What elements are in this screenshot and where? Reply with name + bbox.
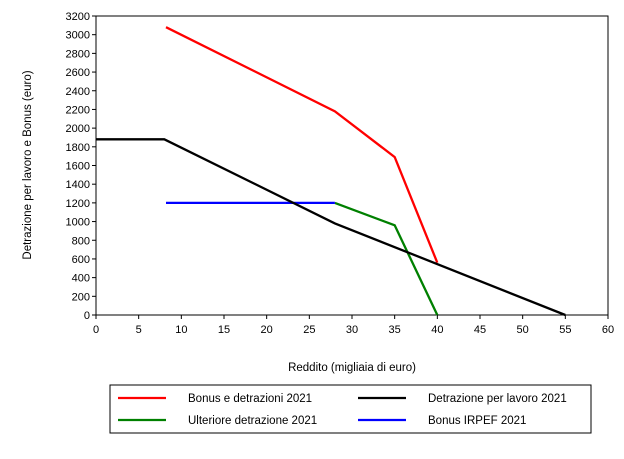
x-tick-label: 50 xyxy=(517,324,529,336)
legend-label: Ulteriore detrazione 2021 xyxy=(188,415,317,427)
y-tick-label: 1600 xyxy=(66,161,90,173)
legend: Bonus e detrazioni 2021 Detrazione per la… xyxy=(118,393,567,427)
y-tick-label: 2800 xyxy=(66,48,90,60)
series-layer xyxy=(96,26,566,317)
y-axis-title: Detrazione per lavoro e Bonus (euro) xyxy=(22,70,34,259)
y-tick-label: 800 xyxy=(72,235,90,247)
y-tick-label: 400 xyxy=(72,273,90,285)
y-tick-label: 3200 xyxy=(66,11,90,23)
legend-label: Bonus IRPEF 2021 xyxy=(428,415,526,427)
y-tick-label: 3000 xyxy=(66,30,90,42)
y-tick-label: 2000 xyxy=(66,123,90,135)
y-tick-label: 1000 xyxy=(66,217,90,229)
y-tick-label: 2400 xyxy=(66,86,90,98)
y-tick-label: 2600 xyxy=(66,67,90,79)
x-tick-label: 35 xyxy=(389,324,401,336)
series-line-ulteriore-detrazione-2021 xyxy=(334,201,439,316)
x-tick-label: 0 xyxy=(93,324,99,336)
x-tick-label: 10 xyxy=(175,324,187,336)
y-tick-label: 1800 xyxy=(66,142,90,154)
y-tick-label: 0 xyxy=(84,310,90,322)
legend-label: Bonus e detrazioni 2021 xyxy=(188,393,312,405)
x-tick-label: 60 xyxy=(602,324,614,336)
x-tick-label: 20 xyxy=(261,324,273,336)
x-tick-label: 55 xyxy=(559,324,571,336)
x-tick-label: 40 xyxy=(431,324,443,336)
series-line-bonus-e-detrazioni-2021 xyxy=(165,26,439,264)
x-axis: 0 5 10 15 20 25 30 35 40 45 50 55 60 xyxy=(93,315,614,336)
x-axis-title: Reddito (migliaia di euro) xyxy=(288,362,416,374)
y-tick-label: 2200 xyxy=(66,104,90,116)
y-axis: 0 200 400 600 800 1000 1200 1400 1600 1800 2000 220… xyxy=(66,11,96,322)
x-tick-label: 45 xyxy=(474,324,486,336)
plot-area xyxy=(95,15,609,316)
legend-label: Detrazione per lavoro 2021 xyxy=(428,393,567,405)
y-tick-label: 200 xyxy=(72,291,90,303)
x-tick-label: 15 xyxy=(218,324,230,336)
y-tick-label: 600 xyxy=(72,254,90,266)
legend-box xyxy=(109,384,592,434)
series-line-detrazione-per-lavoro-2021 xyxy=(96,138,566,317)
x-tick-label: 25 xyxy=(303,324,315,336)
x-tick-label: 5 xyxy=(136,324,142,336)
y-tick-label: 1400 xyxy=(66,179,90,191)
x-tick-label: 30 xyxy=(346,324,358,336)
y-tick-label: 1200 xyxy=(66,198,90,210)
